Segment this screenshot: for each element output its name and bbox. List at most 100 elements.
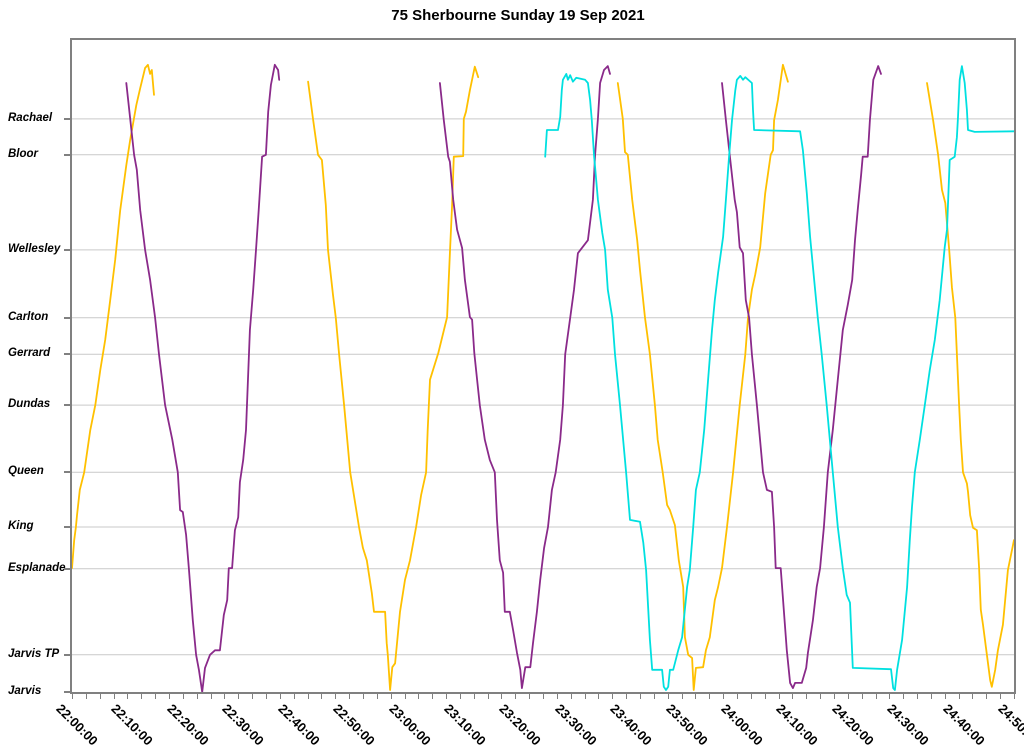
x-axis-tick xyxy=(307,694,309,699)
x-axis-tick xyxy=(750,694,752,699)
y-axis-label-rachael: Rachael xyxy=(8,111,53,124)
x-axis-tick xyxy=(598,694,600,699)
x-axis-tick xyxy=(362,694,364,699)
x-axis-tick xyxy=(736,694,738,699)
y-axis-label-wellesley: Wellesley xyxy=(8,242,61,255)
x-axis-tick xyxy=(529,694,531,699)
x-axis-tick xyxy=(653,694,655,699)
y-axis-tick xyxy=(64,404,70,407)
x-axis-tick xyxy=(432,694,434,699)
x-axis-tick xyxy=(903,694,905,699)
x-axis-tick xyxy=(265,694,267,699)
x-axis-tick xyxy=(833,694,835,699)
x-axis-tick xyxy=(515,694,517,699)
x-axis-tick xyxy=(127,694,129,699)
x-axis-tick xyxy=(182,694,184,699)
x-axis-tick xyxy=(667,694,669,699)
x-axis-tick xyxy=(238,694,240,699)
x-axis-tick xyxy=(875,694,877,699)
x-axis-label-225000: 22:50:00 xyxy=(330,701,378,749)
x-axis-tick xyxy=(473,694,475,699)
x-axis-tick xyxy=(847,694,849,699)
vehicle-run-purple-segment-2 xyxy=(438,65,611,689)
x-axis-tick xyxy=(806,694,808,699)
x-axis-tick xyxy=(335,694,337,699)
x-axis-label-234000: 23:40:00 xyxy=(607,701,655,749)
vehicle-run-gold-segment-3 xyxy=(616,63,789,691)
x-axis-tick xyxy=(85,694,87,699)
x-axis-tick xyxy=(487,694,489,699)
x-axis-tick xyxy=(958,694,960,699)
x-axis-label-221000: 22:10:00 xyxy=(108,701,157,749)
vehicle-run-purple-segment-1 xyxy=(125,63,281,692)
x-axis-tick xyxy=(861,694,863,699)
vehicle-run-cyan-segment-1 xyxy=(544,65,1014,691)
x-axis-tick xyxy=(1014,694,1015,699)
x-axis-label-240000: 24:00:00 xyxy=(718,701,766,749)
x-axis-tick xyxy=(390,694,392,699)
chart-title: 75 Sherbourne Sunday 19 Sep 2021 xyxy=(391,7,645,24)
x-axis-tick xyxy=(764,694,766,699)
y-axis-tick xyxy=(64,471,70,474)
y-axis-tick xyxy=(64,153,70,156)
x-axis-tick xyxy=(141,694,143,699)
y-axis-label-carlton: Carlton xyxy=(8,310,49,323)
x-axis-tick xyxy=(113,694,115,699)
x-axis-label-222000: 22:20:00 xyxy=(164,701,212,749)
x-axis-tick xyxy=(612,694,614,699)
x-axis-tick xyxy=(695,694,697,699)
x-axis-tick xyxy=(210,694,212,699)
x-axis-label-241000: 24:10:00 xyxy=(773,701,822,749)
x-axis-tick xyxy=(917,694,918,699)
x-axis-tick xyxy=(99,694,101,699)
y-axis-tick xyxy=(64,117,70,120)
y-axis-label-jarvis: Jarvis xyxy=(8,685,42,697)
vehicle-run-purple-segment-3 xyxy=(721,65,882,689)
x-axis-tick xyxy=(944,694,946,699)
x-axis-tick xyxy=(889,694,891,699)
x-axis-tick xyxy=(584,694,586,699)
x-axis-tick xyxy=(252,694,254,699)
x-axis-tick xyxy=(459,694,461,699)
x-axis-label-223000: 22:30:00 xyxy=(219,701,267,749)
plot-area xyxy=(70,38,1016,694)
vehicle-run-gold-segment-1 xyxy=(72,63,155,569)
x-axis-tick xyxy=(930,694,932,699)
x-axis-label-220000: 22:00:00 xyxy=(53,701,101,749)
x-axis-tick xyxy=(570,694,572,699)
y-axis-label-gerrard: Gerrard xyxy=(8,347,51,360)
x-axis-label-244000: 24:40:00 xyxy=(939,701,988,749)
x-axis-tick xyxy=(723,694,725,699)
x-axis-tick xyxy=(640,694,641,699)
x-axis-tick xyxy=(501,694,503,699)
x-axis-tick xyxy=(321,694,323,699)
x-axis-tick xyxy=(279,694,281,699)
vehicle-run-gold-segment-4 xyxy=(926,82,1014,688)
vehicle-run-gold-segment-2 xyxy=(307,65,480,691)
x-axis-tick xyxy=(626,694,628,699)
x-axis-tick xyxy=(1000,694,1002,699)
x-axis-label-224000: 22:40:00 xyxy=(274,701,323,749)
x-axis-tick xyxy=(556,694,558,699)
x-axis-label-232000: 23:20:00 xyxy=(496,701,545,749)
y-axis-tick xyxy=(64,526,70,529)
x-axis-tick xyxy=(196,694,198,699)
x-axis-tick xyxy=(986,694,988,699)
x-axis-label-233000: 23:30:00 xyxy=(552,701,600,749)
x-axis-tick xyxy=(169,694,170,699)
y-axis-tick xyxy=(64,567,70,570)
x-axis-label-230000: 23:00:00 xyxy=(385,701,434,749)
x-axis-tick xyxy=(404,694,406,699)
x-axis-tick xyxy=(778,694,780,699)
y-axis-tick xyxy=(64,316,70,319)
y-axis-label-esplanade: Esplanade xyxy=(8,561,66,574)
y-axis-tick xyxy=(64,653,70,656)
y-axis-label-jarvis-tp: Jarvis TP xyxy=(8,647,60,660)
x-axis-label-235000: 23:50:00 xyxy=(662,701,711,749)
y-axis-tick xyxy=(64,248,70,251)
x-axis-tick xyxy=(792,694,794,699)
x-axis-label-245000: 24:50:00 xyxy=(995,701,1024,749)
x-axis-label-231000: 23:10:00 xyxy=(441,701,489,749)
x-axis-tick xyxy=(155,694,157,699)
